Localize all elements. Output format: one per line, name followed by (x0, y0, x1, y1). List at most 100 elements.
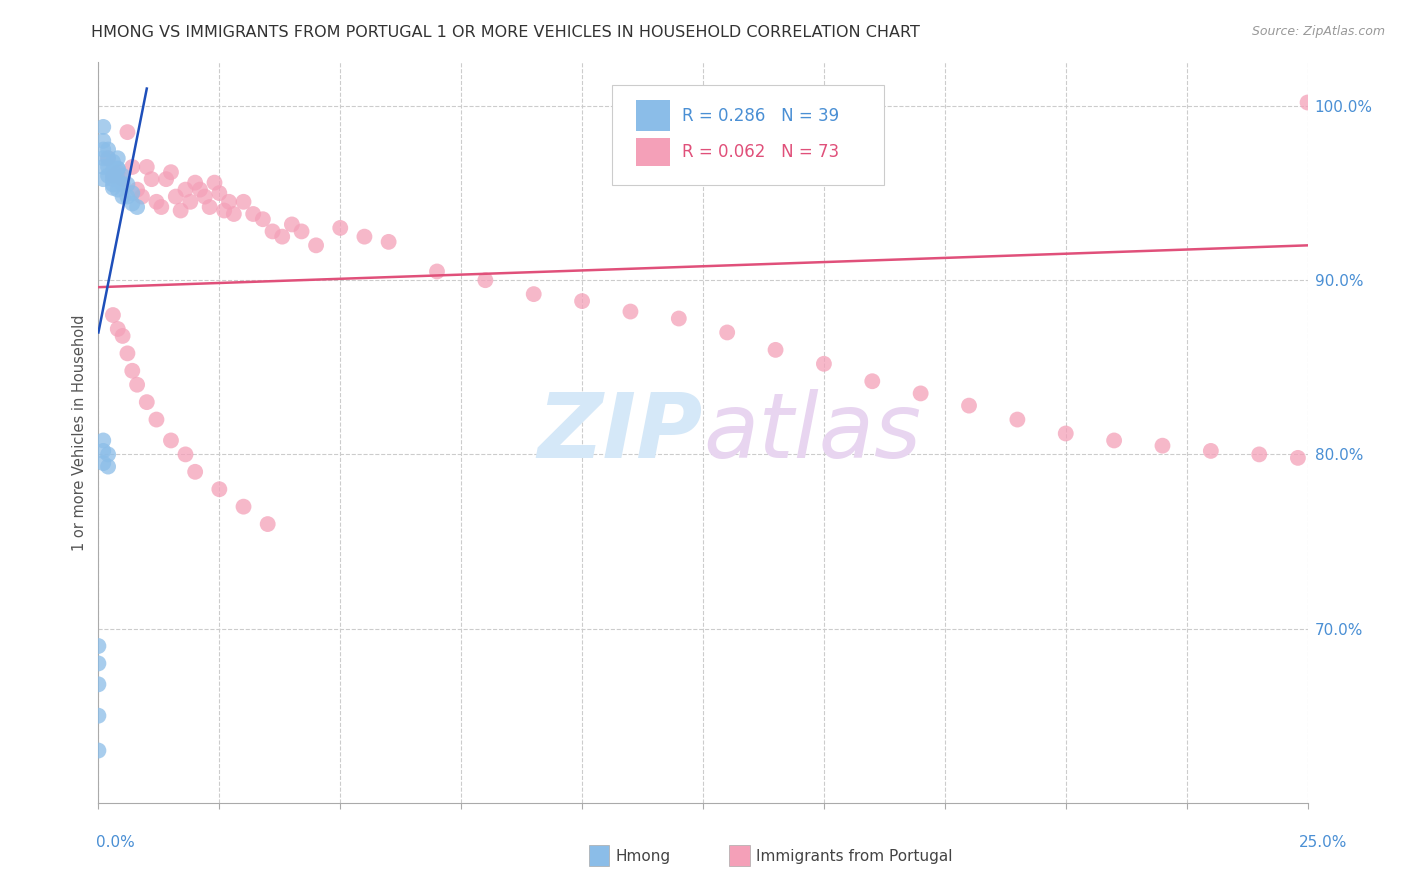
Point (1286, 450, 1309, 465)
Point (87, 657, 110, 671)
Point (101, 178, 124, 192)
Point (101, 169, 124, 183)
Point (198, 200, 221, 214)
Point (121, 160, 143, 174)
Point (262, 224, 284, 238)
Point (135, 395, 157, 409)
Point (87, 677, 110, 691)
Point (97, 447, 120, 461)
Point (111, 169, 134, 183)
Point (1102, 434, 1125, 448)
Point (523, 287, 546, 301)
Point (107, 183, 129, 197)
FancyBboxPatch shape (613, 85, 884, 185)
Point (91, 172, 114, 186)
Point (668, 311, 690, 326)
Point (91, 160, 114, 174)
Point (91, 143, 114, 157)
Point (111, 189, 134, 203)
Text: Source: ZipAtlas.com: Source: ZipAtlas.com (1251, 25, 1385, 38)
Point (107, 161, 129, 176)
Point (329, 221, 352, 235)
Point (127, 377, 149, 392)
Point (160, 165, 183, 179)
Point (619, 304, 641, 318)
Point (97, 459, 120, 474)
Point (232, 194, 254, 209)
Point (87, 743, 110, 757)
Point (271, 229, 294, 244)
Point (353, 229, 375, 244)
Point (127, 183, 149, 197)
Y-axis label: 1 or more Vehicles in Household: 1 or more Vehicles in Household (72, 314, 87, 551)
Point (174, 447, 197, 461)
Text: atlas: atlas (703, 389, 921, 476)
Point (1007, 412, 1029, 426)
Point (204, 176, 226, 190)
Point (281, 218, 304, 232)
Point (111, 172, 134, 186)
Point (290, 224, 312, 238)
Point (117, 178, 139, 192)
Point (101, 172, 124, 186)
Point (101, 163, 124, 178)
Point (1199, 444, 1222, 458)
Point (208, 186, 231, 200)
Point (252, 212, 274, 227)
Point (1054, 426, 1077, 441)
Point (117, 189, 139, 203)
Bar (637, 100, 671, 131)
Point (155, 172, 177, 186)
Point (242, 207, 264, 221)
Point (107, 161, 129, 176)
Point (716, 326, 738, 340)
Point (97, 143, 120, 157)
Point (121, 196, 143, 211)
Text: Hmong: Hmong (616, 849, 671, 863)
Point (117, 125, 139, 139)
Point (121, 364, 143, 378)
Point (571, 294, 593, 309)
Point (474, 273, 496, 287)
Point (305, 238, 328, 252)
Point (426, 264, 449, 278)
Point (222, 207, 245, 221)
Text: Immigrants from Portugal: Immigrants from Portugal (756, 849, 953, 863)
Point (107, 151, 129, 165)
Point (107, 322, 129, 336)
Point (184, 465, 207, 479)
Point (150, 200, 173, 214)
Point (87, 708, 110, 723)
Text: 25.0%: 25.0% (1299, 836, 1347, 850)
Point (194, 189, 217, 203)
Point (1152, 439, 1174, 453)
Point (101, 308, 124, 322)
Point (174, 183, 197, 197)
Point (1296, 95, 1319, 110)
Point (232, 500, 254, 514)
Point (860, 374, 883, 388)
Point (111, 178, 134, 192)
Point (91, 120, 114, 134)
Point (111, 329, 134, 343)
Point (107, 165, 129, 179)
Point (145, 412, 167, 426)
Text: ZIP: ZIP (537, 389, 703, 476)
Point (169, 203, 191, 218)
Text: 0.0%: 0.0% (96, 836, 135, 850)
Point (165, 189, 187, 203)
Point (91, 456, 114, 470)
Point (121, 186, 143, 200)
Point (188, 183, 211, 197)
Point (212, 203, 235, 218)
Point (127, 200, 149, 214)
Point (141, 172, 163, 186)
Bar (637, 138, 671, 166)
Point (91, 444, 114, 458)
Point (765, 343, 787, 357)
Point (107, 172, 129, 186)
Point (377, 235, 399, 249)
Point (218, 194, 240, 209)
Point (101, 181, 124, 195)
Point (131, 189, 153, 203)
